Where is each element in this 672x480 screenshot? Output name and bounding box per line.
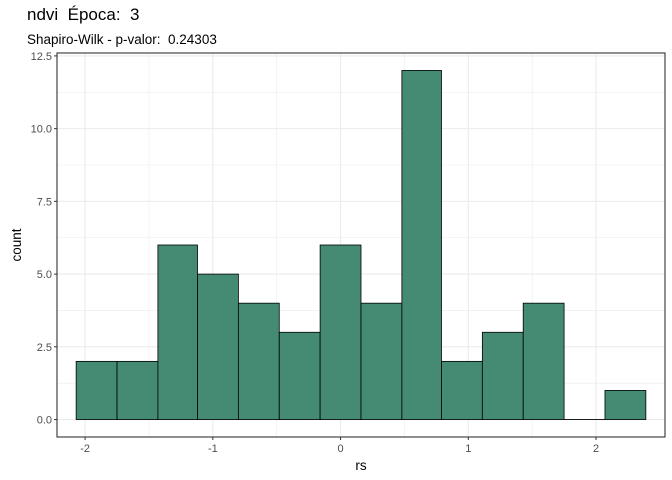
histogram-bar: [401, 70, 442, 420]
histogram-bar: [360, 302, 403, 420]
y-tick-label: 10.0: [31, 124, 52, 136]
y-axis: 0.0 2.5 5.0 7.5 10.0 12.5: [31, 51, 57, 427]
histogram-bar: [157, 244, 198, 420]
histogram-bar: [481, 331, 524, 420]
histogram-bar: [441, 360, 483, 420]
histogram-bar: [319, 244, 362, 420]
x-tick-label: 2: [593, 443, 599, 455]
x-axis: -2 -1 0 1 2: [80, 437, 599, 455]
y-tick-label: 12.5: [31, 51, 52, 63]
x-tick-label: 1: [465, 443, 471, 455]
y-axis-title: count: [9, 228, 24, 261]
x-tick-label: -1: [208, 443, 218, 455]
histogram-bar: [237, 302, 280, 420]
histogram-bar: [522, 302, 565, 420]
histogram-bar: [197, 273, 239, 420]
histogram-bar: [116, 360, 159, 420]
y-tick-label: 0.0: [37, 415, 52, 427]
chart-title: ndvi Época: 3: [27, 5, 140, 24]
x-axis-title: rs: [355, 458, 366, 473]
y-tick-label: 7.5: [37, 196, 52, 208]
histogram-bar: [278, 331, 321, 420]
y-tick-label: 2.5: [37, 342, 52, 354]
x-tick-label: -2: [80, 443, 90, 455]
histogram-bars: [75, 70, 647, 420]
x-tick-label: 0: [338, 443, 344, 455]
y-tick-label: 5.0: [37, 269, 52, 281]
histogram-bar: [75, 360, 118, 420]
chart-subtitle: Shapiro-Wilk - p-valor: 0.24303: [27, 32, 217, 47]
panel-border: [56, 52, 666, 438]
histogram-bar: [604, 390, 647, 420]
